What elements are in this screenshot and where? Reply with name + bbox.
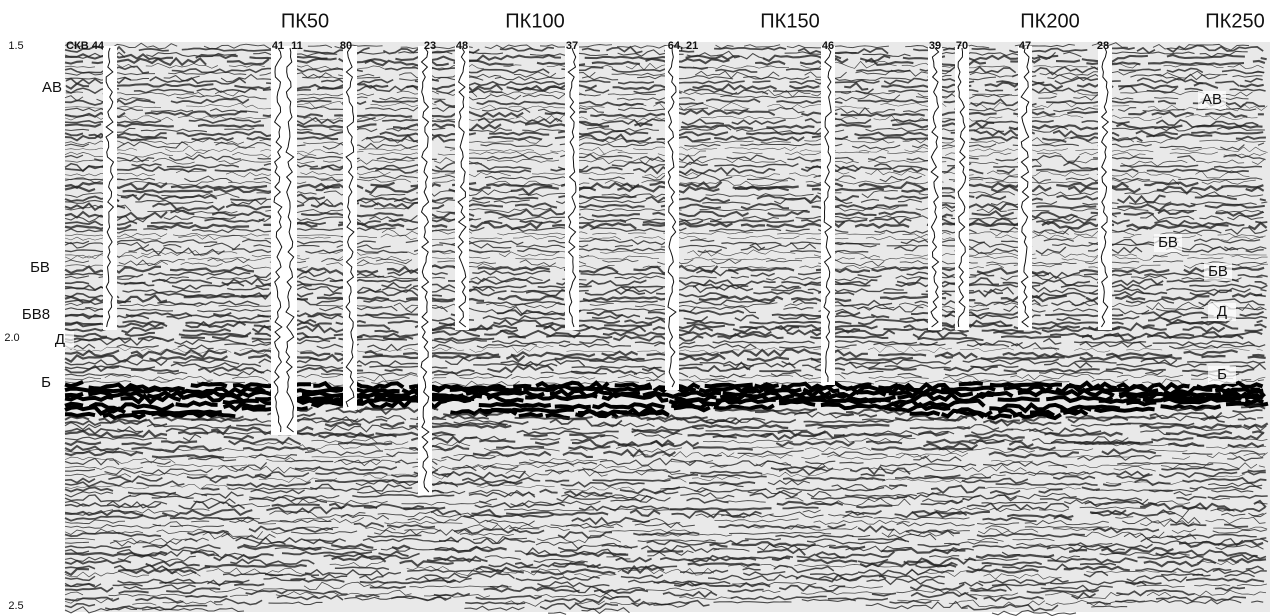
horizon-label: БВ (30, 259, 50, 276)
horizon-label: АВ (42, 79, 62, 96)
horizon-label: БВ (1158, 234, 1178, 251)
seismic-section: СКВ 44 41 11 80 23 48 37 64, 21 46 39 70 47 28 ПК50 ПК… (0, 0, 1270, 616)
picket-label: ПК50 (281, 10, 329, 32)
well-label: 37 (566, 40, 578, 52)
horizon-label: Б (41, 374, 51, 391)
well-label: 11 (291, 40, 303, 52)
well-column (1018, 46, 1032, 330)
well-column (418, 46, 432, 495)
picket-label: ПК100 (505, 10, 564, 32)
well-label: СКВ 44 (66, 40, 105, 52)
page: Seismic section {"pickets": ["ПК50", "ПК… (0, 0, 1270, 616)
picket-label: ПК150 (760, 10, 819, 32)
well-label: 80 (340, 40, 352, 52)
picket-label: ПК250 (1205, 10, 1264, 32)
horizon-label: Д (1217, 303, 1227, 320)
horizon-label: АВ (1202, 91, 1222, 108)
horizon-label: БВ (1208, 263, 1228, 280)
horizon-label: БВ8 (22, 306, 50, 323)
well-label: 47 (1019, 40, 1031, 52)
well-column (343, 46, 357, 410)
well-label: 39 (929, 40, 941, 52)
well-label: 48 (456, 40, 468, 52)
time-label: 1.5 (8, 40, 23, 52)
well-label: 28 (1097, 40, 1109, 52)
well-label: 64, 21 (668, 40, 699, 52)
well-label: 41 (272, 40, 284, 52)
well-label: 70 (956, 40, 968, 52)
well-column (565, 46, 579, 330)
time-label: 2.0 (4, 332, 19, 344)
time-label: 2.5 (8, 600, 23, 612)
well-column (1098, 46, 1112, 330)
body: СКВ 44 41 11 80 23 48 37 64, 21 46 39 70 47 28 ПК50 ПК… (0, 0, 1270, 616)
well-label: 23 (424, 40, 436, 52)
horizon-label: Д (55, 331, 65, 348)
well-label: 46 (822, 40, 834, 52)
horizon-label: Б (1217, 366, 1227, 383)
picket-label: ПК200 (1020, 10, 1079, 32)
